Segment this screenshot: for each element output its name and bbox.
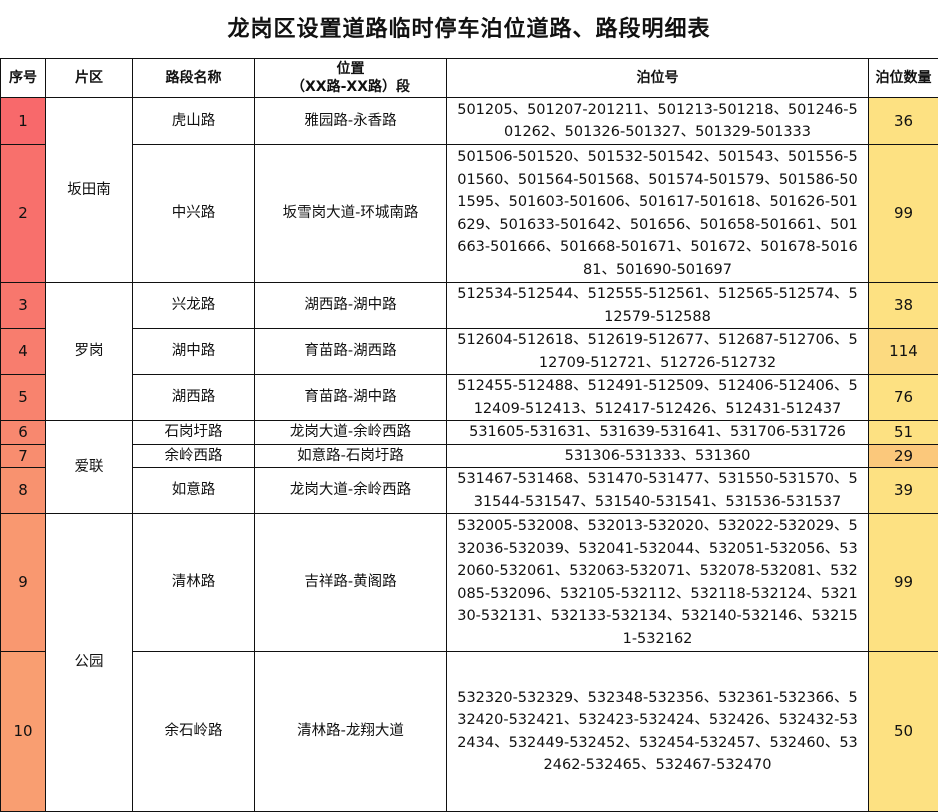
position-cell: 清林路-龙翔大道 [255,652,447,812]
count-cell: 51 [869,421,938,445]
count-cell: 114 [869,329,938,375]
position-cell: 湖西路-湖中路 [255,283,447,329]
position-cell: 雅园路-永香路 [255,98,447,145]
slots-cell: 532005-532008、532013-532020、532022-53202… [447,514,869,652]
road-cell: 余石岭路 [133,652,255,812]
slots-cell: 501506-501520、501532-501542、501543、50155… [447,145,869,283]
position-cell: 如意路-石岗圩路 [255,444,447,468]
slots-cell: 512604-512618、512619-512677、512687-51270… [447,329,869,375]
index-cell: 10 [1,652,46,812]
header-district: 片区 [46,59,133,98]
index-cell: 3 [1,283,46,329]
count-cell: 76 [869,375,938,421]
road-cell: 湖西路 [133,375,255,421]
district-cell: 公园 [46,514,133,812]
header-slots: 泊位号 [447,59,869,98]
slots-cell: 501205、501207-201211、501213-501218、50124… [447,98,869,145]
road-cell: 清林路 [133,514,255,652]
index-cell: 8 [1,468,46,514]
count-cell: 36 [869,98,938,145]
slots-cell: 532320-532329、532348-532356、532361-53236… [447,652,869,812]
header-position-line2: （XX路-XX路）段 [291,79,410,95]
header-position: 位置 （XX路-XX路）段 [255,59,447,98]
position-cell: 坂雪岗大道-环城南路 [255,145,447,283]
road-cell: 余岭西路 [133,444,255,468]
slots-cell: 512534-512544、512555-512561、512565-51257… [447,283,869,329]
district-cell: 爱联 [46,421,133,514]
road-cell: 中兴路 [133,145,255,283]
road-cell: 湖中路 [133,329,255,375]
index-cell: 6 [1,421,46,445]
count-cell: 38 [869,283,938,329]
index-cell: 5 [1,375,46,421]
position-cell: 育苗路-湖西路 [255,329,447,375]
slots-cell: 512455-512488、512491-512509、512406-51240… [447,375,869,421]
page-title: 龙岗区设置道路临时停车泊位道路、路段明细表 [0,0,938,58]
position-cell: 龙岗大道-余岭西路 [255,468,447,514]
count-cell: 50 [869,652,938,812]
position-cell: 育苗路-湖中路 [255,375,447,421]
district-cell: 罗岗 [46,283,133,421]
slots-cell: 531306-531333、531360 [447,444,869,468]
index-cell: 4 [1,329,46,375]
position-cell: 龙岗大道-余岭西路 [255,421,447,445]
index-cell: 9 [1,514,46,652]
index-cell: 2 [1,145,46,283]
slots-cell: 531467-531468、531470-531477、531550-53157… [447,468,869,514]
header-row: 序号 片区 路段名称 位置 （XX路-XX路）段 泊位号 泊位数量 [1,59,938,98]
count-cell: 29 [869,444,938,468]
district-cell: 坂田南 [46,98,133,283]
count-cell: 39 [869,468,938,514]
road-cell: 兴龙路 [133,283,255,329]
slots-cell: 531605-531631、531639-531641、531706-53172… [447,421,869,445]
header-road: 路段名称 [133,59,255,98]
road-cell: 如意路 [133,468,255,514]
count-cell: 99 [869,514,938,652]
road-cell: 石岗圩路 [133,421,255,445]
header-count: 泊位数量 [869,59,938,98]
header-position-line1: 位置 [337,61,365,77]
road-cell: 虎山路 [133,98,255,145]
index-cell: 7 [1,444,46,468]
header-index: 序号 [1,59,46,98]
count-cell: 99 [869,145,938,283]
position-cell: 吉祥路-黄阁路 [255,514,447,652]
index-cell: 1 [1,98,46,145]
